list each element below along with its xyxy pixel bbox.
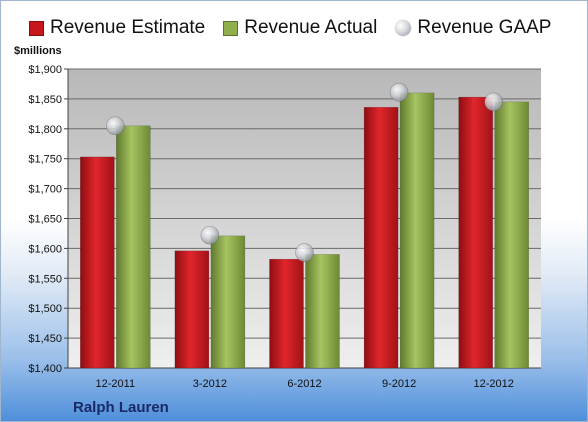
- marker-revenue-gaap: [200, 225, 220, 245]
- marker-revenue-gaap: [389, 83, 409, 102]
- y-axis-units-label: $millions: [14, 45, 62, 57]
- y-tick-label: $1,750: [28, 154, 62, 166]
- y-tick-label: $1,400: [28, 363, 62, 375]
- legend-swatch-estimate: [29, 20, 44, 36]
- legend-swatch-actual: [223, 20, 239, 36]
- legend-item-actual: Revenue Actual: [223, 17, 377, 39]
- bar-revenue-estimate: [174, 250, 210, 369]
- legend-label-actual: Revenue Actual: [244, 17, 378, 38]
- y-tick-label: $1,550: [28, 273, 62, 285]
- bar-revenue-actual: [305, 254, 340, 369]
- y-tick-label: $1,500: [28, 303, 62, 315]
- legend-label-gaap: Revenue GAAP: [417, 17, 552, 38]
- legend: Revenue Estimate Revenue Actual Revenue …: [29, 17, 551, 39]
- bar-revenue-actual: [494, 101, 529, 369]
- legend-item-gaap: Revenue GAAP: [395, 17, 551, 39]
- y-tick-label: $1,600: [28, 243, 62, 255]
- legend-item-estimate: Revenue Estimate: [29, 17, 205, 39]
- x-tick-label: 9-2012: [382, 378, 416, 390]
- legend-marker-gaap: [395, 20, 412, 36]
- bar-revenue-actual: [116, 125, 151, 369]
- x-tick-label: 12-2012: [474, 378, 514, 390]
- bar-revenue-actual: [210, 235, 246, 369]
- y-tick-label: $1,650: [28, 214, 62, 226]
- y-tick-label: $1,700: [28, 184, 62, 196]
- y-tick-label: $1,900: [28, 64, 62, 76]
- y-tick-label: $1,850: [28, 94, 62, 106]
- bar-revenue-estimate: [363, 107, 399, 369]
- bar-revenue-estimate: [458, 96, 493, 369]
- y-tick-label: $1,800: [28, 124, 62, 136]
- x-tick-label: 12-2011: [96, 378, 136, 390]
- bar-revenue-actual: [399, 92, 435, 369]
- bar-revenue-estimate: [269, 258, 304, 369]
- company-name: Ralph Lauren: [73, 399, 169, 416]
- marker-revenue-gaap: [295, 243, 314, 262]
- marker-revenue-gaap: [106, 116, 125, 136]
- bar-revenue-estimate: [80, 156, 115, 369]
- y-tick-label: $1,450: [28, 333, 62, 345]
- x-tick-label: 3-2012: [193, 378, 227, 390]
- x-tick-label: 6-2012: [287, 378, 321, 390]
- marker-revenue-gaap: [484, 92, 504, 112]
- legend-label-estimate: Revenue Estimate: [50, 17, 206, 38]
